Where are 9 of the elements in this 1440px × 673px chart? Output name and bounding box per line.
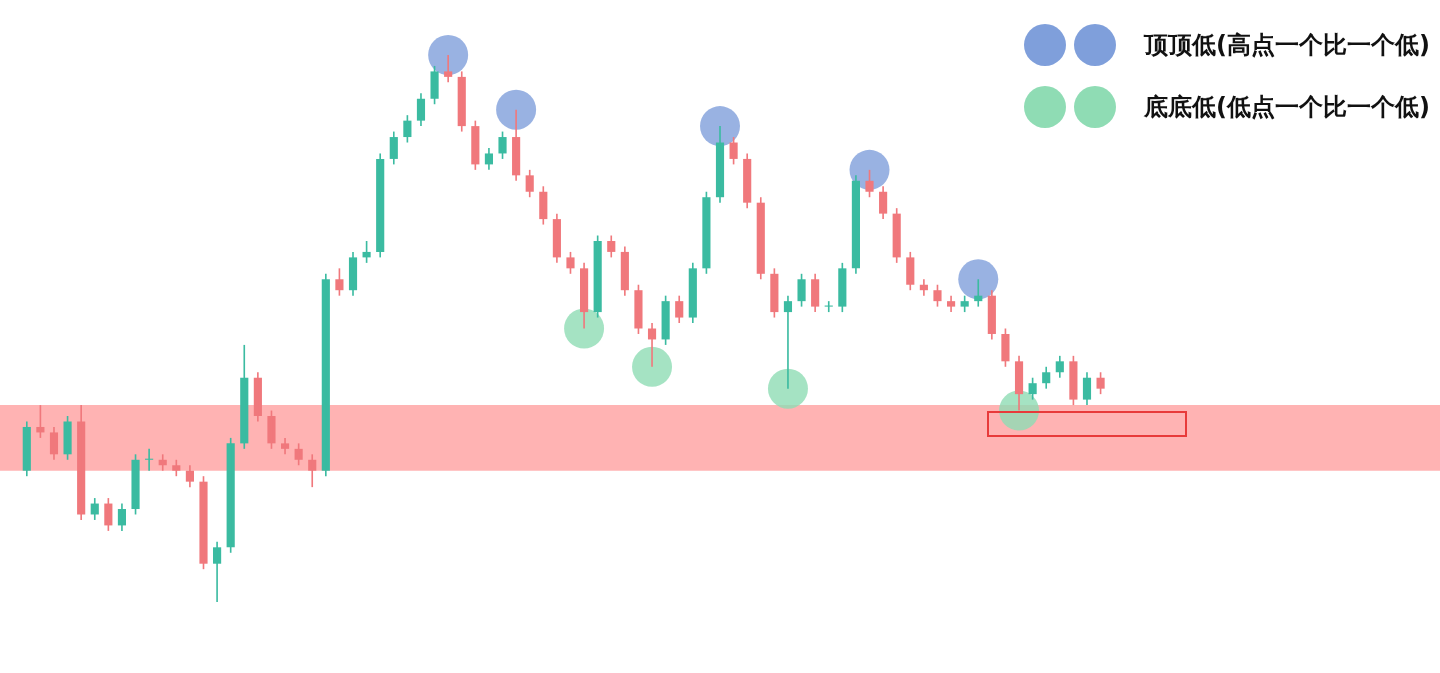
point xyxy=(564,308,605,349)
legend-label: 顶顶低(高点一个比一个低) xyxy=(1144,30,1430,61)
point xyxy=(958,259,999,300)
legend-label: 底底低(低点一个比一个低) xyxy=(1144,92,1430,123)
point xyxy=(496,89,537,130)
point xyxy=(700,106,740,147)
point xyxy=(428,35,469,75)
point xyxy=(632,346,673,387)
point xyxy=(767,368,808,409)
